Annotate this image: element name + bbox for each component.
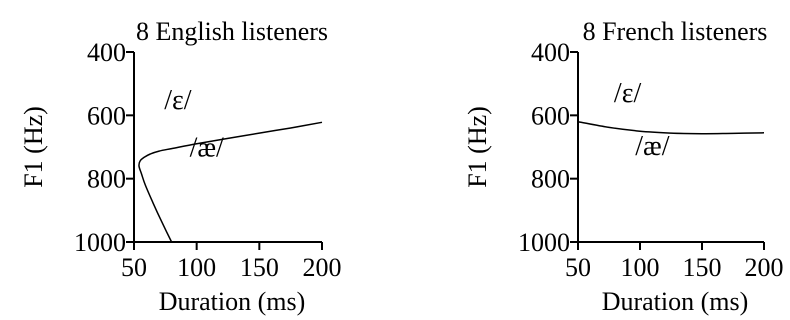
x-tick-label: 200 (745, 253, 784, 282)
y-tick-label: 400 (531, 38, 570, 67)
y-tick-label: 800 (87, 165, 126, 194)
x-axis-label: Duration (ms) (159, 287, 306, 316)
y-tick-label: 1000 (74, 228, 126, 257)
y-tick-label: 600 (87, 101, 126, 130)
chart-title: 8 French listeners (583, 17, 768, 46)
y-tick-label: 1000 (518, 228, 570, 257)
y-tick-label: 400 (87, 38, 126, 67)
x-tick-label: 100 (177, 253, 216, 282)
x-axis-label: Duration (ms) (602, 287, 749, 316)
y-tick-label: 800 (531, 165, 570, 194)
x-tick-label: 50 (565, 253, 591, 282)
x-tick-label: 150 (683, 253, 722, 282)
region-label: /æ/ (190, 133, 224, 164)
y-axis-label: F1 (Hz) (463, 106, 492, 188)
category-boundary-line (138, 121, 323, 243)
x-tick-label: 50 (121, 253, 147, 282)
x-tick-label: 200 (303, 253, 342, 282)
region-label: /ε/ (614, 78, 642, 109)
x-tick-label: 150 (240, 253, 279, 282)
region-label: /æ/ (635, 131, 669, 162)
chart-title: 8 English listeners (136, 17, 328, 46)
y-axis-label: F1 (Hz) (19, 106, 48, 188)
category-boundary-line (577, 120, 765, 135)
y-tick-label: 600 (531, 101, 570, 130)
region-label: /ε/ (164, 85, 192, 116)
x-tick-label: 100 (621, 253, 660, 282)
